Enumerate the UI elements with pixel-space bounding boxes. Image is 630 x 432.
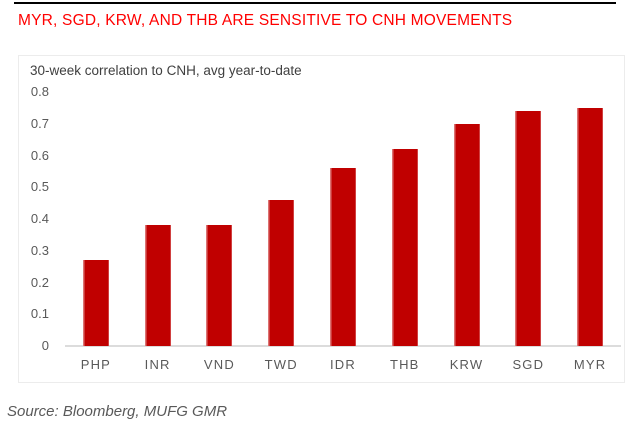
bar-twd — [268, 199, 295, 346]
bar-myr — [577, 107, 604, 346]
x-axis-category-label: TWD — [264, 357, 298, 372]
y-axis-tick-label: 0.4 — [30, 211, 49, 226]
top-divider-rule — [14, 2, 616, 4]
y-axis-tick-label: 0.3 — [30, 242, 49, 258]
source-note: Source: Bloomberg, MUFG GMR — [7, 403, 228, 420]
bar-krw — [453, 123, 480, 346]
bar-vnd — [206, 225, 233, 346]
y-axis-tick-label: 0.8 — [30, 84, 49, 99]
x-axis-category-label: PHP — [80, 357, 112, 372]
y-axis-tick-label: 0.2 — [30, 274, 49, 290]
bar-inr — [144, 225, 171, 346]
x-axis-category-label: INR — [144, 357, 171, 372]
bar-idr — [330, 168, 356, 346]
y-axis-tick-label: 0.7 — [30, 115, 49, 131]
x-axis-line — [65, 345, 621, 347]
x-axis-category-label: VND — [203, 357, 235, 372]
y-axis-tick-label: 0.6 — [30, 147, 49, 163]
y-axis-tick-label: 0.5 — [30, 179, 49, 195]
x-axis-category-label: THB — [389, 357, 420, 372]
x-axis-category-label: KRW — [449, 357, 484, 372]
chart-container: 30-week correlation to CNH, avg year-to-… — [18, 55, 625, 383]
x-axis-category-label: IDR — [330, 357, 356, 372]
y-axis-tick-label: 0 — [41, 338, 49, 353]
x-axis-category-label: SGD — [512, 357, 545, 372]
bar-chart-plot-area: 0 0.1 0.2 0.3 0.4 0.5 0.6 0.7 0.8 PHP INR VND TWD IDR… — [19, 56, 624, 382]
chart-subtitle: 30-week correlation to CNH, avg year-to-… — [30, 63, 302, 78]
bar-php — [82, 260, 109, 346]
chart-headline: MYR, SGD, KRW, AND THB ARE SENSITIVE TO … — [18, 12, 513, 29]
bar-sgd — [515, 111, 542, 346]
bar-thb — [391, 149, 418, 346]
x-axis-category-label: MYR — [573, 357, 607, 372]
y-axis-tick-label: 0.1 — [30, 306, 49, 322]
